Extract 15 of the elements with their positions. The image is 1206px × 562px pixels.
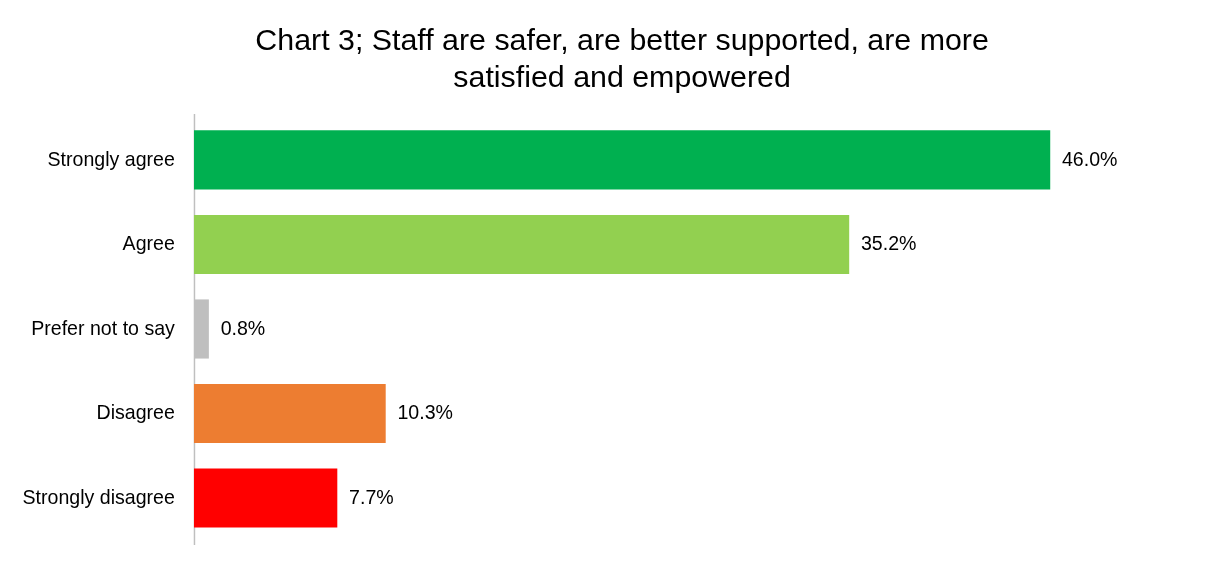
data-label: 10.3% xyxy=(397,401,453,424)
bar xyxy=(193,468,338,528)
data-label: 35.2% xyxy=(860,232,917,255)
y-tick-label: Strongly agree xyxy=(47,147,175,170)
bar xyxy=(193,130,1051,190)
data-label: 7.7% xyxy=(349,485,394,508)
y-tick-label: Agree xyxy=(122,232,175,255)
chart-title: Chart 3; Staff are safer, are better supported, are more satisfied and empowered xyxy=(255,22,989,93)
bar xyxy=(193,214,850,275)
data-label: 0.8% xyxy=(220,316,266,339)
y-tick-label: Disagree xyxy=(96,401,175,424)
y-tick-label: Strongly disagree xyxy=(22,485,175,508)
y-tick-label: Prefer not to say xyxy=(31,316,176,339)
bar xyxy=(193,383,386,444)
data-label: 46.0% xyxy=(1061,147,1118,170)
